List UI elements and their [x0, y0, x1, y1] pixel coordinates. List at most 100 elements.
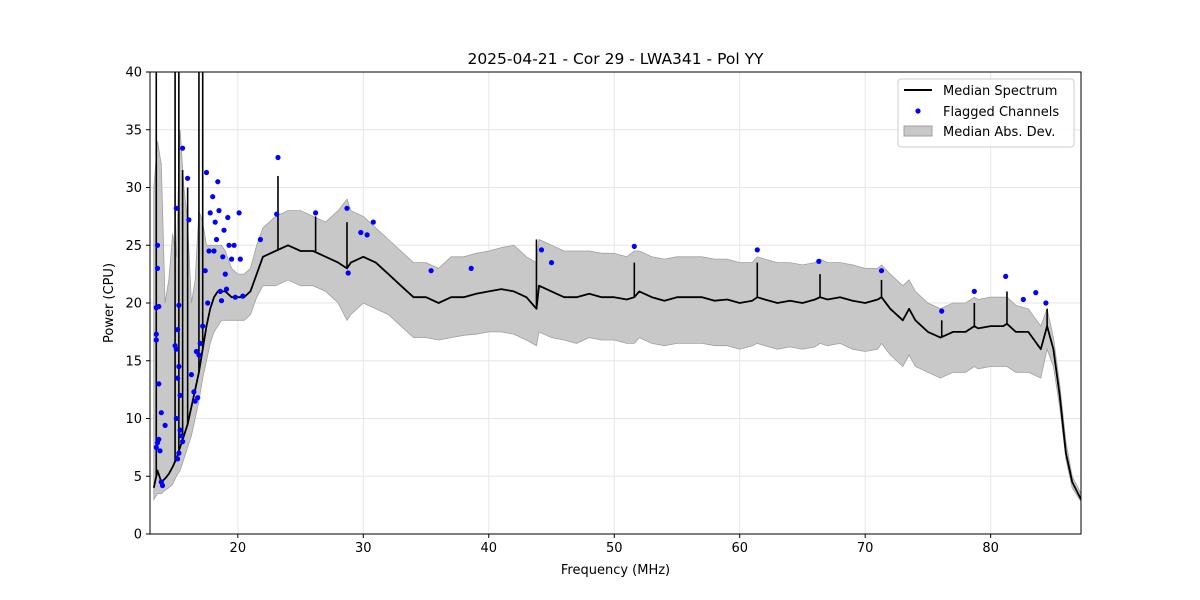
flagged-channel-point	[217, 288, 223, 294]
flagged-channel-point	[173, 205, 179, 211]
y-tick-label: 30	[125, 181, 142, 196]
y-tick-label: 0	[134, 528, 142, 543]
flagged-channel-point	[225, 214, 231, 221]
flagged-channel-point	[156, 303, 162, 310]
y-tick-label: 25	[125, 239, 142, 254]
flagged-channel-point	[188, 372, 194, 378]
legend: Median Spectrum Flagged Channels Median …	[897, 78, 1075, 148]
x-axis-label: Frequency (MHz)	[561, 563, 670, 578]
x-tick-label: 70	[857, 541, 874, 556]
y-tick-label: 40	[125, 66, 142, 81]
flagged-channel-point	[231, 242, 237, 248]
flagged-channel-point	[158, 410, 164, 416]
flagged-channel-point	[178, 433, 184, 439]
flagged-channel-point	[153, 331, 159, 337]
flagged-channel-point	[1033, 290, 1039, 296]
flagged-channel-point	[971, 288, 977, 294]
flagged-channel-point	[153, 337, 159, 343]
flagged-channel-point	[229, 256, 235, 262]
x-tick-label: 60	[731, 541, 748, 556]
flagged-channel-point	[186, 217, 192, 223]
flagged-channel-point	[154, 440, 161, 446]
flagged-channel-point	[202, 268, 208, 274]
flagged-channel-point	[211, 248, 217, 254]
flagged-channel-point	[191, 389, 197, 395]
flagged-channel-point	[220, 254, 226, 260]
flagged-channel-point	[213, 236, 220, 243]
flagged-channel-point	[197, 340, 203, 346]
flagged-channel-point	[428, 268, 434, 274]
y-tick-label: 5	[134, 470, 142, 485]
flagged-channel-point	[222, 271, 228, 277]
flagged-channel-point	[237, 256, 243, 262]
flagged-channel-point	[274, 211, 280, 217]
flagged-channel-point	[939, 308, 945, 314]
flagged-channel-point	[223, 286, 230, 292]
flagged-channel-point	[200, 323, 206, 329]
flagged-channel-point	[154, 242, 161, 248]
flagged-channel-point	[173, 415, 179, 422]
flagged-channel-point	[1003, 273, 1009, 279]
y-tick-label: 15	[125, 354, 142, 369]
flagged-channel-point	[754, 247, 760, 253]
flagged-channel-point	[205, 300, 211, 306]
flagged-channel-point	[206, 248, 212, 254]
flagged-channel-point	[631, 243, 637, 249]
flagged-channel-point	[1020, 296, 1026, 303]
flagged-channel-point	[156, 381, 162, 387]
legend-label-mad: Median Abs. Dev.	[943, 125, 1055, 140]
y-axis-label: Power (CPU)	[102, 263, 117, 343]
flagged-channel-point	[154, 265, 161, 271]
flagged-channel-point	[218, 298, 225, 304]
flagged-channel-point	[212, 219, 218, 225]
y-axis-ticks: 0 5 10 15 20 25 30 35 40	[125, 66, 150, 543]
flagged-channel-point	[175, 375, 181, 381]
x-axis-ticks: 20 30 40 50 60 70 80	[230, 534, 999, 556]
flagged-channel-point	[468, 265, 474, 271]
y-tick-label: 35	[125, 123, 142, 138]
flagged-channel-point	[196, 352, 202, 358]
legend-mad-swatch	[903, 125, 933, 137]
x-tick-label: 50	[606, 541, 623, 556]
x-tick-label: 40	[481, 541, 498, 556]
flagged-channel-point	[175, 456, 181, 462]
flagged-channel-point	[176, 363, 182, 370]
flagged-channel-point	[157, 448, 163, 454]
flagged-channel-point	[210, 194, 216, 200]
data-layer	[152, 72, 1081, 503]
flagged-channel-point	[192, 398, 198, 404]
x-tick-label: 20	[230, 541, 247, 556]
flagged-channel-point	[203, 169, 210, 176]
flagged-channel-point	[240, 293, 246, 299]
flagged-channel-point	[185, 175, 191, 181]
y-tick-label: 10	[125, 412, 142, 427]
flagged-channel-point	[257, 236, 263, 243]
flagged-channel-point	[236, 210, 242, 216]
flagged-channel-point	[176, 302, 182, 308]
flagged-channel-point	[345, 270, 351, 276]
flagged-channel-point	[180, 439, 186, 445]
flagged-channel-point	[370, 219, 376, 225]
flagged-channel-point	[173, 346, 179, 352]
flagged-channel-point	[216, 208, 222, 214]
flagged-channel-point	[215, 179, 221, 185]
flagged-channel-point	[1043, 300, 1049, 306]
flagged-channel-point	[159, 482, 166, 489]
x-tick-label: 80	[982, 541, 999, 556]
flagged-channel-point	[176, 450, 182, 456]
flagged-channel-point	[221, 227, 227, 233]
flagged-channel-point	[364, 232, 370, 238]
flagged-channel-point	[816, 258, 822, 264]
legend-label-flagged: Flagged Channels	[943, 105, 1059, 120]
flagged-channel-point	[180, 145, 186, 151]
flagged-channel-point	[313, 210, 319, 216]
flagged-channel-point	[538, 247, 545, 253]
flagged-channel-point	[344, 205, 350, 211]
flagged-channel-point	[226, 242, 232, 248]
flagged-channel-point	[175, 327, 181, 333]
x-tick-label: 30	[355, 541, 372, 556]
legend-flagged-marker	[915, 108, 921, 114]
flagged-channel-point	[207, 210, 213, 216]
legend-label-median: Median Spectrum	[943, 84, 1057, 99]
